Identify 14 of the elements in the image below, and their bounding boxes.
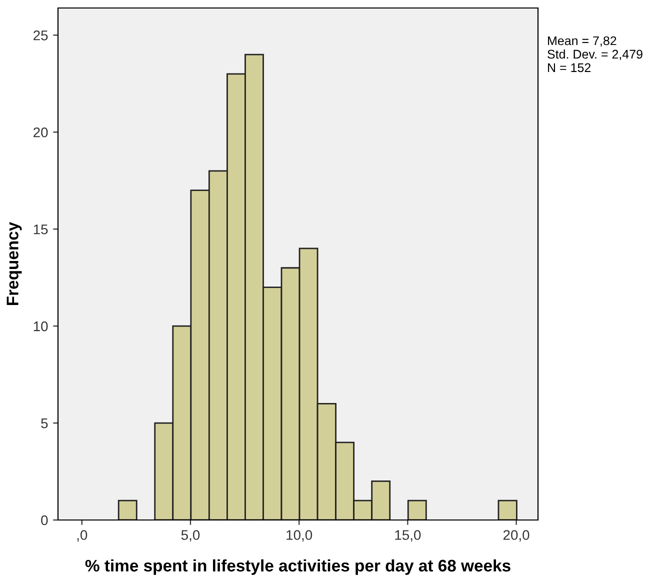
- y-tick-label: 10: [34, 321, 48, 332]
- y-tick-label: 15: [34, 224, 48, 234]
- text: Mean = 7,82 Std. Dev. = 2,479 N = 152: [548, 36, 642, 72]
- x-axis-title: % time spent in lifestyle activities per day at 68 weeks: [85, 559, 510, 575]
- x-tick-label: 10,0: [286, 530, 312, 542]
- y-axis-title: Frequency: [6, 222, 22, 306]
- x-tick-label: 15,0: [395, 530, 421, 542]
- y-tick-label: 0: [41, 515, 48, 526]
- y-tick-label: 25: [34, 30, 48, 40]
- y-tick-label: 20: [34, 127, 48, 138]
- x-tick-label: ,0: [77, 530, 88, 542]
- y-tick-label: 5: [41, 418, 48, 428]
- x-tick-label: 20,0: [503, 530, 530, 542]
- x-tick-label: 5,0: [181, 530, 200, 542]
